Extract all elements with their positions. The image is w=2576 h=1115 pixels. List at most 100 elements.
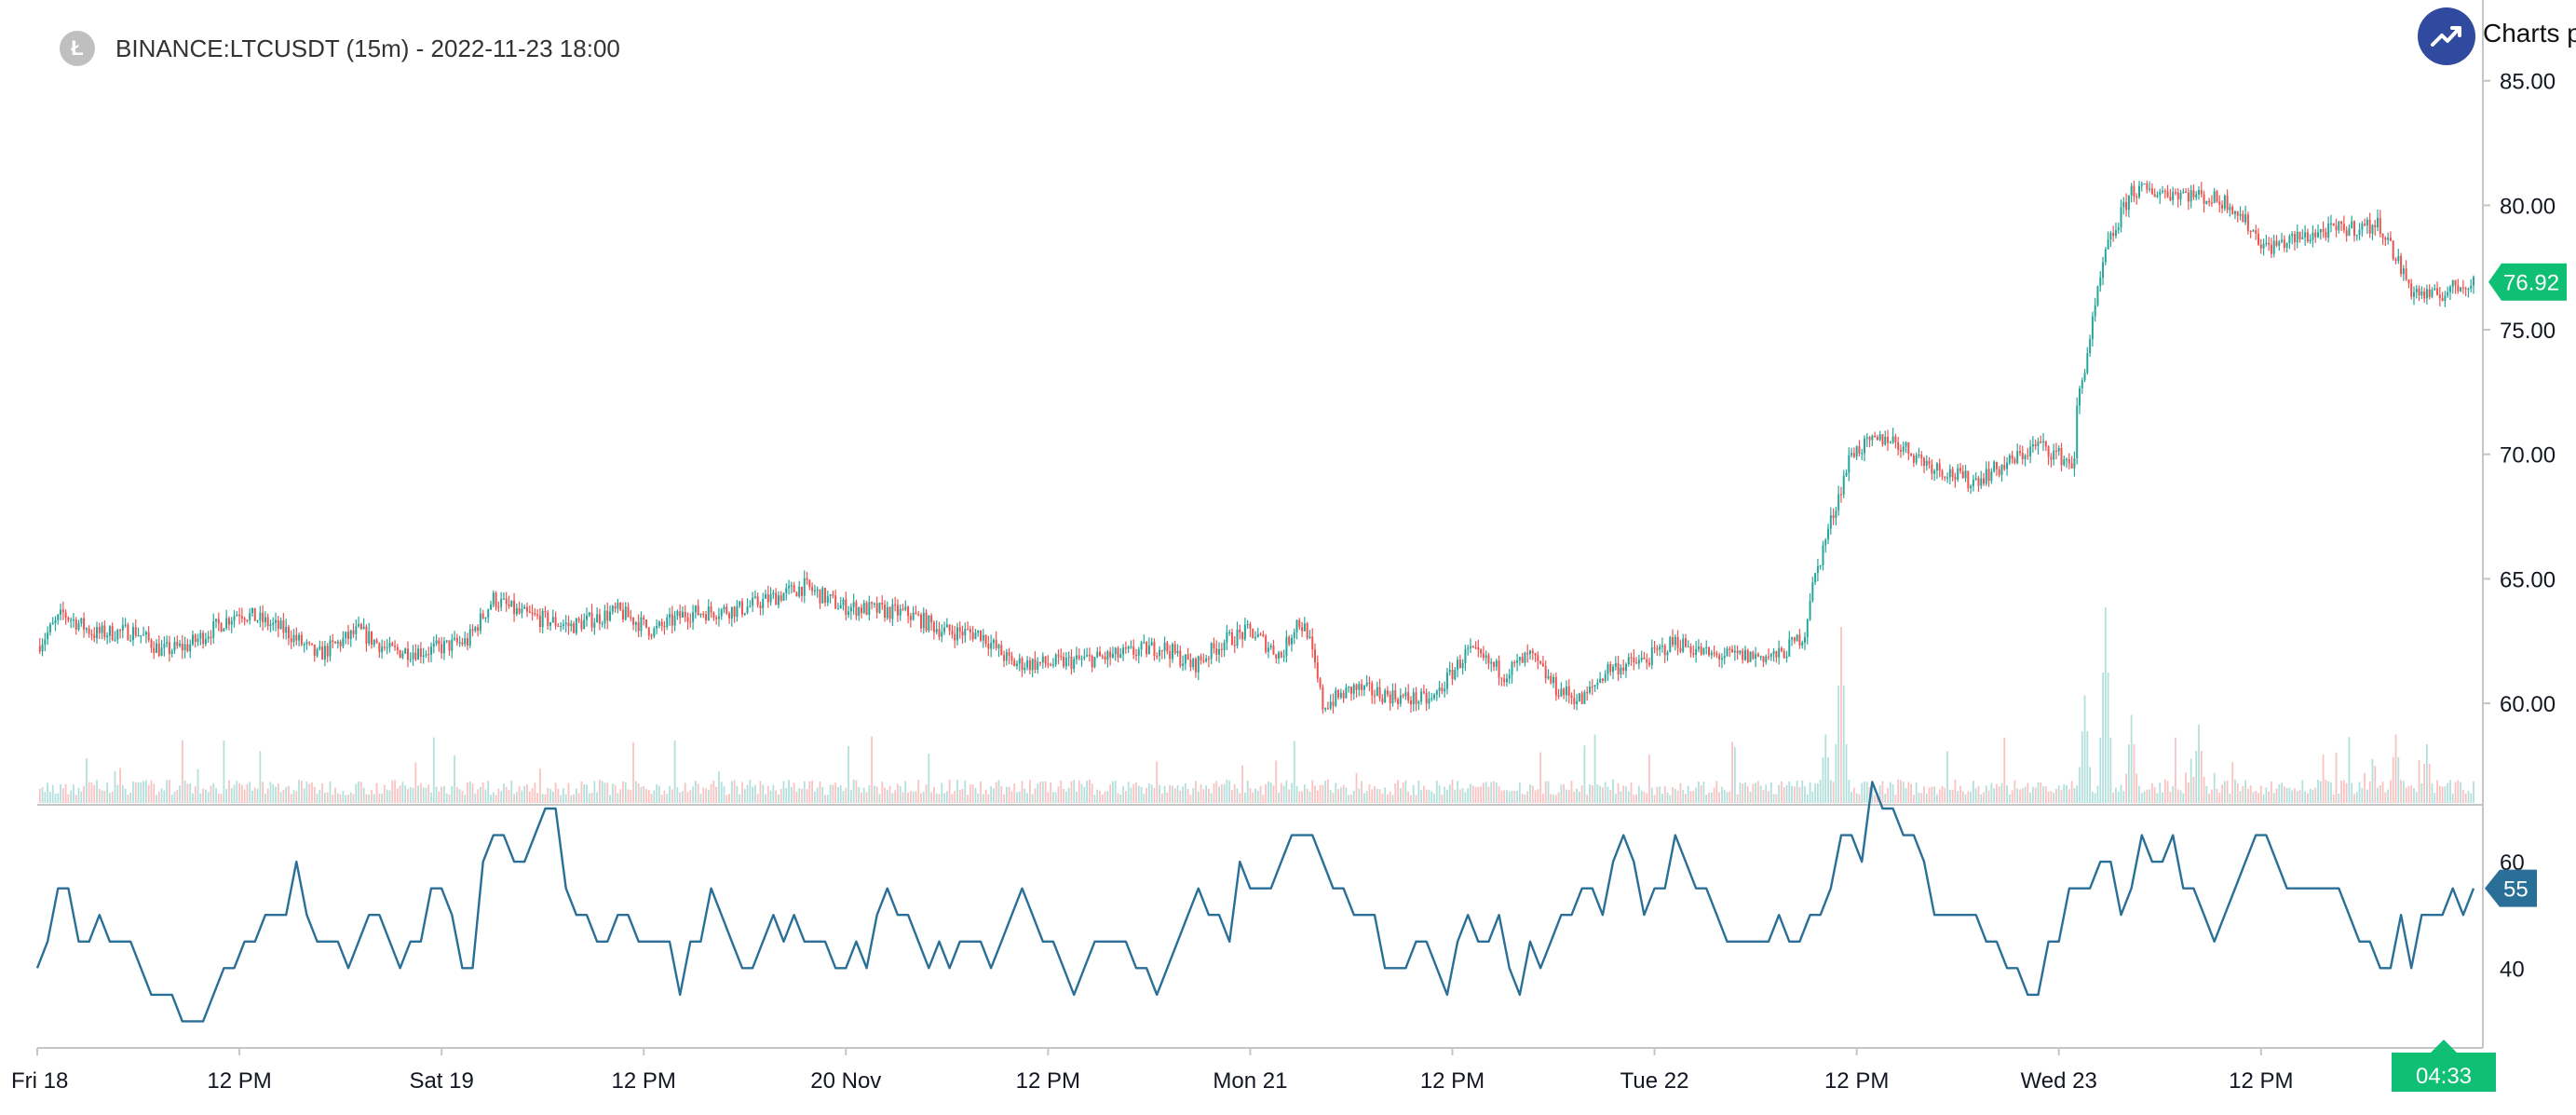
volume-bar xyxy=(1467,788,1470,803)
candle-body xyxy=(2236,211,2239,216)
candle-body xyxy=(1469,646,1471,648)
volume-bar xyxy=(129,792,132,803)
candle-body xyxy=(326,646,329,657)
volume-bar xyxy=(2345,782,2348,803)
volume-bar xyxy=(707,790,710,803)
candle-body xyxy=(305,642,308,645)
volume-bar xyxy=(886,789,888,803)
candle-body xyxy=(1534,653,1537,656)
candle-body xyxy=(798,586,801,597)
candle-body xyxy=(1925,460,1928,467)
candle-body xyxy=(119,630,122,632)
candle-body xyxy=(1031,659,1034,671)
volume-bar xyxy=(1928,787,1931,803)
candle-body xyxy=(1425,692,1428,704)
volume-bar xyxy=(2070,781,2073,803)
candle-body xyxy=(515,608,518,615)
candle-body xyxy=(544,610,547,613)
candle-body xyxy=(2436,288,2439,295)
volume-bar xyxy=(2262,795,2265,803)
candle-body xyxy=(2057,448,2060,452)
volume-bar xyxy=(1744,782,1746,803)
volume-bar xyxy=(358,782,359,803)
candle-body xyxy=(640,617,643,632)
volume-bar xyxy=(1785,784,1788,803)
candle-body xyxy=(2081,380,2083,388)
candle-body xyxy=(2172,192,2175,200)
volume-bar xyxy=(417,785,419,803)
candle-body xyxy=(549,622,552,626)
volume-bar xyxy=(997,780,1000,803)
volume-bar xyxy=(938,794,941,803)
volume-bar xyxy=(1723,789,1726,803)
volume-bar xyxy=(2410,785,2413,803)
candle-body xyxy=(1755,654,1757,659)
volume-bar xyxy=(1265,783,1268,803)
volume-bar xyxy=(101,790,103,803)
candle-body xyxy=(2423,291,2426,299)
volume-bar xyxy=(2187,782,2190,803)
candle-body xyxy=(710,606,712,613)
candle-body xyxy=(1822,545,1824,565)
candle-body xyxy=(474,627,477,632)
volume-bar xyxy=(106,782,109,803)
candle-body xyxy=(1643,657,1646,659)
volume-bar xyxy=(1759,785,1762,803)
volume-bar xyxy=(671,789,673,803)
volume-bar xyxy=(419,782,422,803)
volume-bar xyxy=(1840,627,1842,803)
candle-body xyxy=(88,628,90,634)
volume-bar xyxy=(951,794,954,803)
candle-body xyxy=(1560,688,1563,697)
volume-bar xyxy=(2353,794,2355,803)
volume-bar xyxy=(673,740,676,803)
volume-bar xyxy=(1205,785,1208,803)
volume-bar xyxy=(2402,781,2405,803)
candle-body xyxy=(930,615,933,623)
volume-bar xyxy=(560,795,563,803)
candle-body xyxy=(1500,677,1503,679)
candle-body xyxy=(1948,469,1951,478)
candle-body xyxy=(373,640,375,646)
candle-body xyxy=(956,627,958,641)
logo-text[interactable]: Charts p xyxy=(2483,19,2576,48)
candle-body xyxy=(85,628,88,631)
volume-bar xyxy=(775,790,778,803)
volume-bar xyxy=(1200,784,1202,803)
candle-body xyxy=(1521,657,1524,663)
candle-body xyxy=(1202,660,1205,662)
volume-bar xyxy=(643,785,645,803)
candle-body xyxy=(127,624,129,641)
candle-body xyxy=(541,610,544,628)
trend-up-icon[interactable] xyxy=(2418,7,2475,65)
candle-body xyxy=(262,612,264,623)
volume-bar xyxy=(1672,787,1674,803)
volume-bar xyxy=(300,781,303,803)
volume-bar xyxy=(928,754,930,803)
candle-body xyxy=(1604,673,1607,681)
candle-body xyxy=(858,607,861,617)
candle-body xyxy=(860,607,862,614)
candle-body xyxy=(971,632,974,640)
candle-body xyxy=(2392,240,2394,260)
candle-body xyxy=(2176,192,2179,200)
volume-bar xyxy=(137,782,140,803)
volume-bar xyxy=(438,791,441,803)
volume-bar xyxy=(1150,784,1153,803)
candle-body xyxy=(441,644,443,654)
candle-body xyxy=(249,613,251,620)
volume-bar xyxy=(1897,780,1900,803)
candle-body xyxy=(1114,647,1117,655)
volume-bar xyxy=(1348,795,1350,803)
candle-body xyxy=(1430,698,1433,700)
volume-bar xyxy=(544,794,547,803)
volume-bar xyxy=(1793,786,1796,803)
volume-bar xyxy=(1609,789,1612,803)
volume-bar xyxy=(1130,787,1132,803)
volume-bar xyxy=(202,788,205,803)
candle-body xyxy=(321,646,324,660)
volume-bar xyxy=(627,789,630,803)
candle-body xyxy=(1057,654,1060,657)
volume-bar xyxy=(798,788,801,803)
